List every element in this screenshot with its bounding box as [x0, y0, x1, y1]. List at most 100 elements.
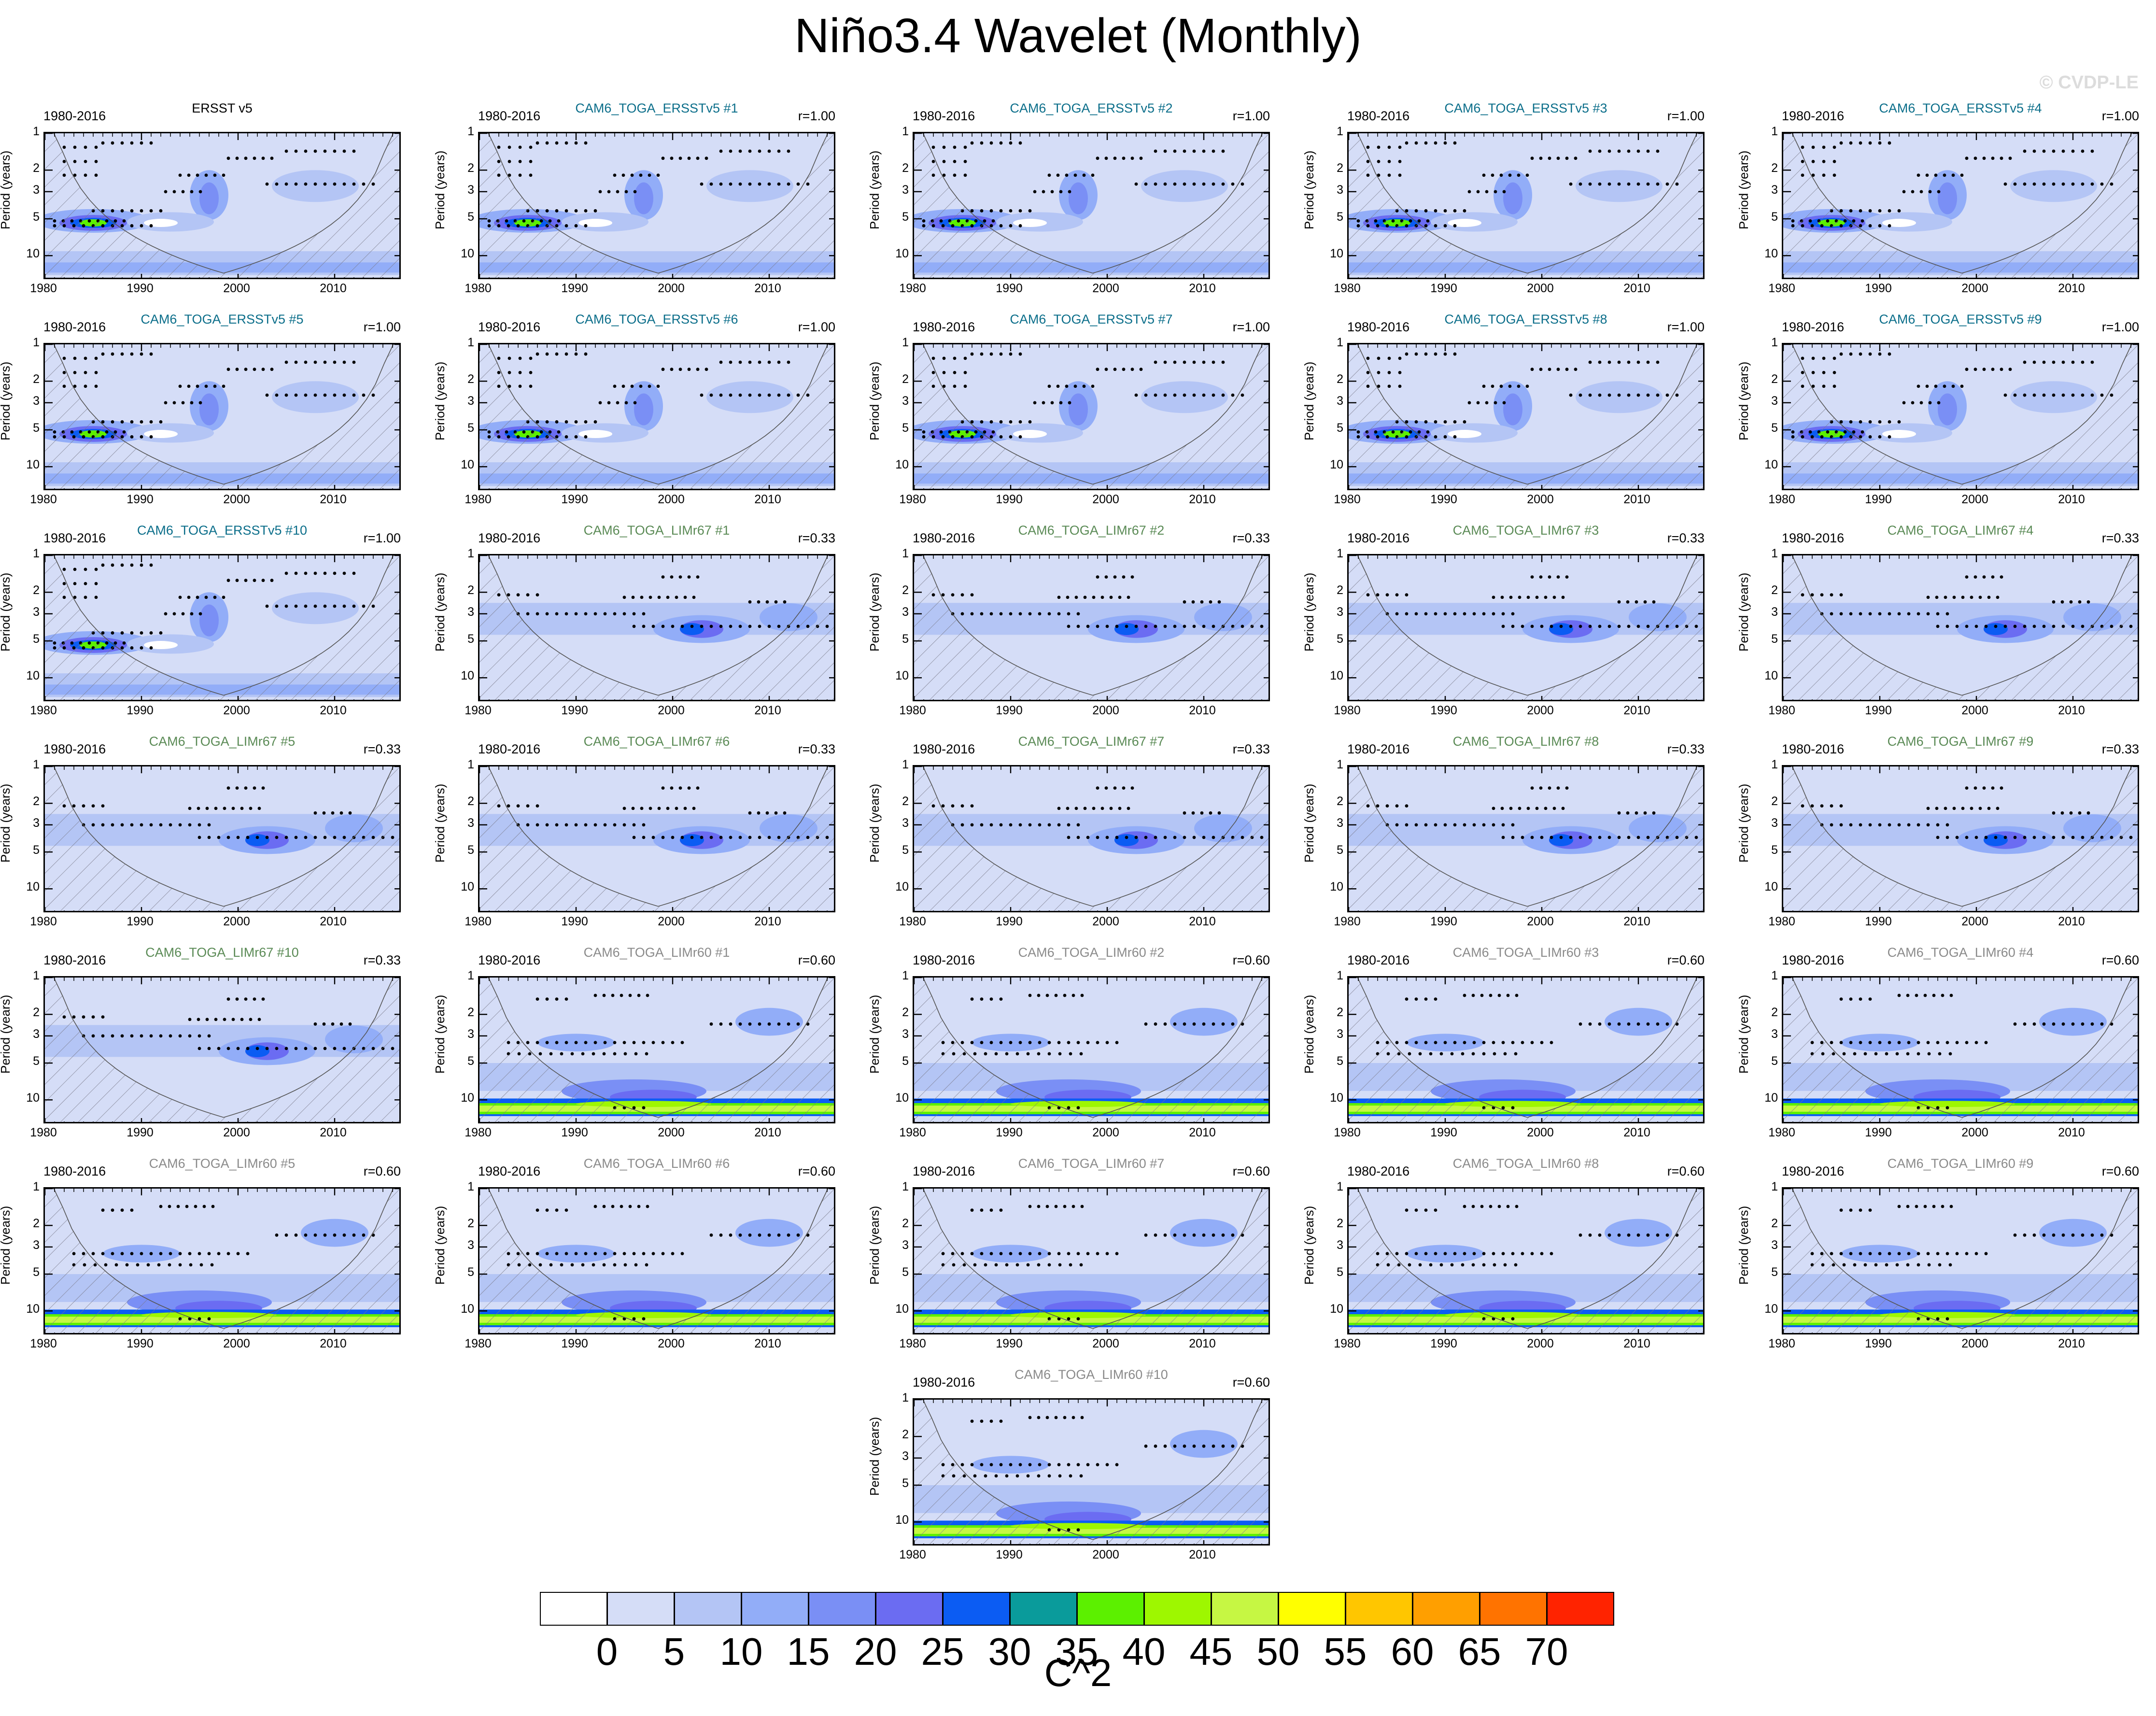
cone-of-influence-line — [914, 978, 1268, 1118]
panel-time-range: 1980-2016 — [913, 742, 975, 756]
significance-dot — [705, 156, 708, 160]
significance-dot — [1588, 624, 1592, 628]
significance-dot — [1565, 156, 1569, 160]
significance-dot — [796, 393, 800, 397]
significance-dot — [168, 1205, 171, 1208]
wavelet-power-svg — [1783, 555, 2138, 700]
significance-dot — [226, 1047, 230, 1050]
significance-dot — [941, 593, 945, 597]
y-tick-label: 10 — [1330, 669, 1343, 683]
significance-dot — [1868, 420, 1872, 424]
y-tick-label: 10 — [26, 880, 40, 894]
significance-dot — [989, 1252, 993, 1256]
significance-dot — [2090, 360, 2094, 364]
significance-dot — [696, 575, 700, 579]
significance-dot — [748, 624, 752, 628]
y-tick-label: 3 — [1337, 394, 1343, 408]
wavelet-plot-area — [43, 343, 401, 490]
significance-dot — [1163, 149, 1167, 153]
y-tick-label: 1 — [467, 125, 474, 138]
significance-dot — [1588, 149, 1592, 153]
x-tick-label: 1990 — [127, 1126, 154, 1139]
significance-dot — [82, 804, 85, 808]
significance-dot — [84, 567, 87, 571]
x-tick-label: 1990 — [561, 1337, 588, 1350]
significance-dot — [1502, 190, 1506, 194]
panel-time-range: 1980-2016 — [1782, 109, 1845, 123]
significance-dot — [1096, 624, 1099, 628]
significance-dot — [1897, 993, 1901, 997]
significance-dot — [574, 612, 578, 616]
significance-dot — [1047, 823, 1051, 827]
significance-dot — [120, 631, 124, 635]
significance-dot — [130, 209, 134, 213]
significance-dot — [1822, 356, 1826, 360]
significance-dot — [1073, 384, 1077, 388]
significance-dot — [507, 384, 511, 388]
significance-dot — [1984, 836, 1988, 839]
significance-dot — [2032, 149, 2036, 153]
significance-dot — [2032, 182, 2036, 186]
significance-dot — [362, 1233, 366, 1237]
significance-dot — [999, 1041, 1003, 1045]
cone-of-influence-line — [1783, 978, 2138, 1118]
significance-dot — [680, 624, 684, 628]
y-axis-label: Period (years) — [433, 572, 447, 652]
x-tick-label: 1980 — [465, 1126, 492, 1139]
panel-title: CAM6_TOGA_LIMr67 #7 — [1018, 734, 1165, 749]
x-tick-label: 2010 — [2058, 704, 2085, 717]
wavelet-panel: 1980-2016 CAM6_TOGA_ERSSTv5 #8 r=1.00 Perio… — [1302, 312, 1724, 511]
significance-dot — [1443, 209, 1447, 213]
significance-dot — [1183, 182, 1186, 186]
cone-of-influence-hatch — [479, 344, 834, 489]
significance-dot — [2061, 360, 2065, 364]
wavelet-plot-area — [913, 976, 1270, 1123]
significance-dot — [1559, 624, 1563, 628]
significance-dot — [639, 173, 643, 177]
cone-of-influence-line — [1349, 555, 1703, 696]
significance-dot — [1885, 1052, 1888, 1056]
significance-dot — [190, 190, 194, 194]
significance-dot — [1082, 173, 1086, 177]
significance-dot — [197, 1018, 200, 1021]
significance-dot — [197, 823, 201, 827]
significance-dot — [1878, 1041, 1882, 1045]
significance-dot — [323, 360, 327, 364]
significance-dot — [1656, 1022, 1660, 1026]
significance-dot — [560, 1263, 564, 1267]
significance-dot — [1530, 836, 1534, 839]
significance-dot — [1565, 575, 1569, 579]
significance-dot — [1104, 156, 1108, 160]
significance-dot — [1463, 420, 1466, 424]
panel-correlation: r=0.60 — [2101, 953, 2139, 967]
y-tick-label: 1 — [902, 758, 909, 771]
panel-correlation: r=1.00 — [2101, 109, 2139, 123]
significance-dot — [197, 1047, 201, 1050]
significance-dot — [555, 141, 559, 145]
wavelet-panel: 1980-2016 CAM6_TOGA_LIMr60 #4 r=0.60 Period… — [1736, 945, 2156, 1144]
significance-dot — [1907, 823, 1911, 827]
significance-dot — [342, 836, 346, 839]
significance-dot — [931, 356, 935, 360]
significance-dot — [1945, 1041, 1949, 1045]
significance-dot — [2042, 393, 2046, 397]
y-tick-label: 5 — [467, 1054, 474, 1068]
y-tick-label: 3 — [467, 1027, 474, 1041]
panel-correlation: r=0.33 — [798, 531, 835, 545]
significance-dot — [1509, 596, 1513, 599]
significance-dot — [1982, 786, 1986, 790]
significance-dot — [1574, 368, 1578, 371]
significance-dot — [1530, 1041, 1534, 1045]
significance-dot — [1067, 1106, 1071, 1110]
significance-dot — [1443, 823, 1447, 827]
significance-dot — [758, 182, 761, 186]
significance-dot — [120, 209, 124, 213]
significance-dot — [777, 149, 781, 153]
significance-dot — [953, 145, 957, 149]
wavelet-power-svg — [479, 1189, 834, 1333]
significance-dot — [226, 579, 230, 582]
significance-dot — [980, 141, 984, 145]
significance-dot — [1212, 360, 1215, 364]
significance-dot — [114, 1263, 118, 1267]
significance-dot — [140, 823, 143, 827]
